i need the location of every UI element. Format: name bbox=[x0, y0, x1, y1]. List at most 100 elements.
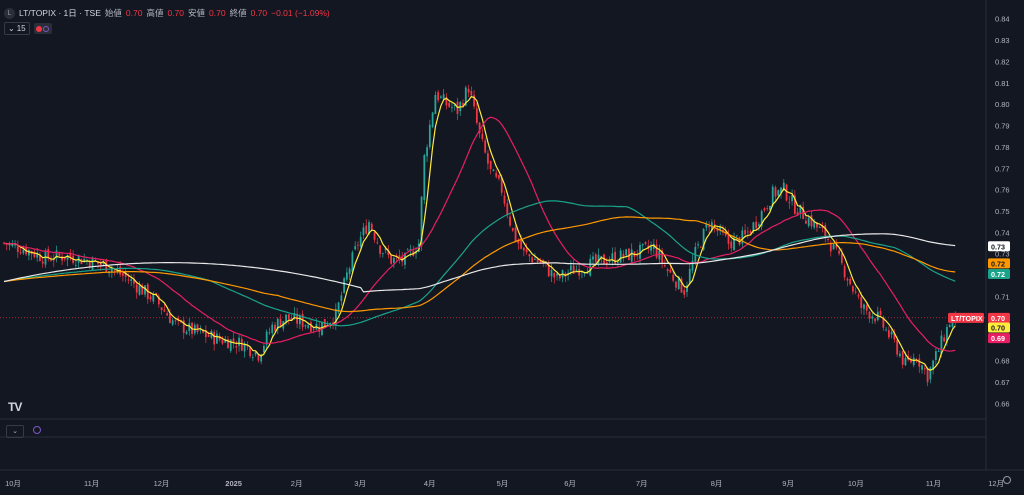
candle-body bbox=[509, 216, 511, 226]
price-label-text: 0.70 bbox=[991, 323, 1005, 332]
price-label-text: 0.73 bbox=[991, 242, 1005, 251]
candle-body bbox=[691, 260, 694, 271]
candle-body bbox=[240, 338, 243, 351]
candle-body bbox=[572, 265, 575, 274]
candle-body bbox=[628, 248, 630, 260]
candle-body bbox=[752, 222, 755, 232]
candle-body bbox=[614, 251, 617, 264]
candle-body bbox=[357, 244, 359, 246]
candle-body bbox=[11, 243, 14, 247]
candle-body bbox=[91, 257, 94, 270]
candle-body bbox=[605, 262, 608, 265]
symbol-logo-icon[interactable]: L bbox=[4, 7, 15, 19]
candle-body bbox=[639, 244, 641, 259]
candle-body bbox=[904, 357, 907, 366]
candle-body bbox=[401, 256, 404, 262]
candle-body bbox=[492, 169, 495, 172]
candle-body bbox=[865, 305, 868, 311]
candle-body bbox=[304, 325, 307, 327]
candle-body bbox=[431, 112, 434, 128]
open-value: 0.70 bbox=[125, 8, 143, 18]
candle-body bbox=[771, 186, 774, 206]
candle-body bbox=[354, 246, 357, 250]
candle-body bbox=[890, 331, 893, 335]
candle-body bbox=[514, 227, 517, 242]
candle-body bbox=[185, 331, 188, 334]
candle-body bbox=[827, 239, 829, 240]
candle-body bbox=[487, 153, 489, 164]
candle-body bbox=[204, 330, 207, 338]
candle-body bbox=[99, 262, 102, 265]
chevron-down-icon: ⌄ bbox=[8, 24, 15, 33]
candle-body bbox=[251, 357, 254, 359]
candle-body bbox=[766, 208, 769, 209]
gear-icon[interactable] bbox=[1003, 476, 1011, 484]
candle-body bbox=[428, 124, 431, 148]
candle-body bbox=[774, 187, 777, 197]
candle-body bbox=[860, 297, 863, 308]
candle-body bbox=[423, 155, 426, 201]
candle-body bbox=[799, 204, 802, 214]
candle-body bbox=[199, 328, 202, 331]
candle-body bbox=[846, 278, 849, 281]
candle-body bbox=[229, 339, 232, 351]
candle-body bbox=[719, 226, 722, 231]
candle-body bbox=[22, 249, 25, 254]
candle-body bbox=[475, 108, 478, 123]
candle-body bbox=[937, 351, 940, 352]
y-tick-label: 0.74 bbox=[995, 228, 1010, 237]
candle-body bbox=[616, 262, 619, 264]
candle-body bbox=[592, 256, 594, 260]
candle-body bbox=[404, 252, 406, 265]
candle-body bbox=[470, 90, 473, 96]
candle-body bbox=[318, 326, 321, 332]
candle-body bbox=[755, 221, 758, 229]
candle-body bbox=[110, 269, 113, 273]
candle-body bbox=[948, 324, 951, 328]
candle-body bbox=[381, 253, 384, 254]
candle-body bbox=[265, 331, 268, 345]
candle-body bbox=[293, 313, 296, 319]
candle-body bbox=[285, 314, 287, 323]
pane-collapse-button[interactable]: ⌄ bbox=[6, 425, 24, 438]
candle-body bbox=[370, 223, 373, 231]
candle-body bbox=[932, 360, 935, 370]
x-tick-label: 11月 bbox=[84, 479, 99, 488]
indicator-icons[interactable] bbox=[33, 23, 52, 34]
pane-indicator-icon[interactable] bbox=[33, 426, 41, 434]
candle-body bbox=[724, 232, 727, 236]
candle-body bbox=[677, 276, 680, 290]
indicators-toggle[interactable]: ⌄ 15 bbox=[4, 22, 30, 35]
candle-body bbox=[58, 253, 61, 256]
candle-body bbox=[785, 184, 788, 201]
candle-body bbox=[345, 272, 348, 280]
moving-average-line bbox=[3, 216, 956, 313]
moving-average-line bbox=[3, 95, 956, 371]
candle-body bbox=[683, 290, 686, 295]
candle-body bbox=[33, 251, 36, 258]
candle-body bbox=[19, 252, 22, 254]
candle-body bbox=[351, 252, 354, 272]
candle-body bbox=[517, 239, 520, 244]
tradingview-logo-icon[interactable]: TV bbox=[8, 400, 22, 414]
candle-body bbox=[793, 195, 796, 214]
y-tick-label: 0.82 bbox=[995, 57, 1010, 66]
price-label-text: LT/TOPIX bbox=[951, 314, 983, 323]
candle-body bbox=[102, 261, 105, 264]
candle-body bbox=[61, 256, 63, 261]
candle-body bbox=[182, 320, 185, 333]
candle-body bbox=[448, 102, 451, 107]
candle-body bbox=[912, 357, 915, 366]
candle-body bbox=[810, 215, 813, 227]
candle-body bbox=[832, 244, 835, 250]
x-tick-label: 7月 bbox=[636, 479, 648, 488]
candle-body bbox=[669, 269, 672, 273]
candle-body bbox=[708, 226, 711, 228]
x-tick-label: 6月 bbox=[564, 479, 576, 488]
candle-body bbox=[661, 250, 664, 263]
legend-header: L LT/TOPIX · 1日 · TSE 始値 0.70 高値 0.70 安値… bbox=[4, 6, 330, 20]
candle-body bbox=[805, 220, 807, 224]
candle-body bbox=[749, 231, 752, 234]
symbol-title[interactable]: LT/TOPIX · 1日 · TSE bbox=[19, 8, 101, 18]
